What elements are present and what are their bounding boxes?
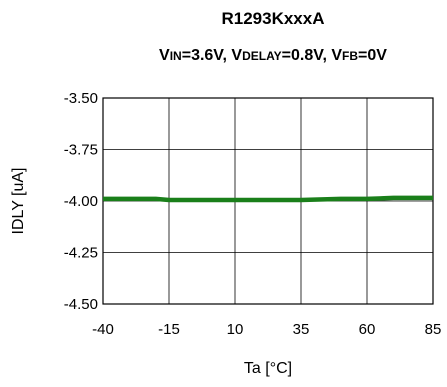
subtitle-symbol: V <box>159 47 170 64</box>
series-group <box>103 195 433 203</box>
x-tick-label: 10 <box>227 321 244 338</box>
subtitle-subscript: DELAY <box>242 49 282 63</box>
y-tick-label: -4.25 <box>64 245 98 262</box>
subtitle-value: =0.8V, <box>282 47 332 64</box>
subtitle-subscript: IN <box>170 49 182 63</box>
x-axis-label: Ta [°C] <box>244 360 292 377</box>
y-tick-label: -4.00 <box>64 193 98 210</box>
x-tick-label: -40 <box>92 321 114 338</box>
x-tick-label: 85 <box>425 321 442 338</box>
series-line <box>103 195 433 203</box>
y-tick-labels: -3.50 -3.75 -4.00 -4.25 -4.50 <box>64 90 98 313</box>
x-tick-label: -15 <box>158 321 180 338</box>
y-tick-label: -3.50 <box>64 90 98 107</box>
y-axis-label: IDLY [uA] <box>10 168 27 235</box>
subtitle-symbol: V <box>231 47 242 64</box>
subtitle-value: =3.6V, <box>182 47 232 64</box>
y-tick-label: -3.75 <box>64 142 98 159</box>
chart-subtitle: VIN=3.6V, VDELAY=0.8V, VFB=0V <box>159 47 387 64</box>
x-tick-labels: -40 -15 10 35 60 85 <box>92 321 441 338</box>
subtitle-symbol: V <box>331 47 342 64</box>
chart-title: R1293KxxxA <box>221 9 324 28</box>
x-tick-label: 35 <box>293 321 310 338</box>
y-tick-label: -4.50 <box>64 296 98 313</box>
x-tick-label: 60 <box>359 321 376 338</box>
subtitle-value: =0V <box>358 47 387 64</box>
subtitle-subscript: FB <box>342 49 358 63</box>
